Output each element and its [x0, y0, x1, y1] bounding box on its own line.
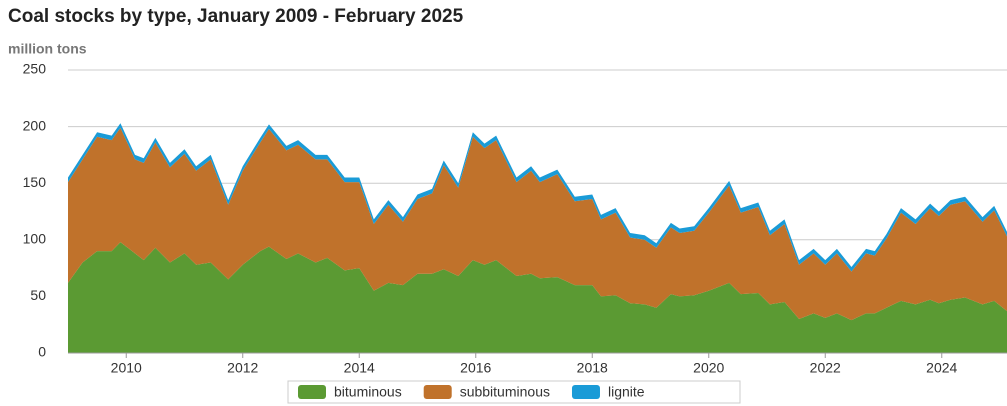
x-tick-label: 2022 [810, 360, 841, 376]
x-tick-label: 2020 [693, 360, 724, 376]
x-tick-label: 2012 [227, 360, 258, 376]
y-tick-label: 0 [38, 344, 46, 360]
y-tick-label: 250 [23, 61, 47, 77]
y-tick-label: 100 [23, 231, 47, 247]
legend-swatch [571, 385, 600, 399]
y-tick-label: 50 [30, 287, 46, 303]
legend-swatch [423, 385, 452, 399]
legend-label: bituminous [334, 384, 402, 400]
x-tick-label: 2024 [926, 360, 957, 376]
x-tick-label: 2014 [344, 360, 375, 376]
chart-title: Coal stocks by type, January 2009 - Febr… [8, 6, 464, 27]
area [68, 242, 1007, 353]
legend-label: subbituminous [460, 384, 550, 400]
y-axis-unit: million tons [8, 41, 87, 57]
y-tick-label: 150 [23, 174, 47, 190]
x-tick-label: 2010 [111, 360, 142, 376]
legend-box [287, 380, 741, 404]
x-tick-label: 2016 [460, 360, 491, 376]
area [68, 127, 1007, 321]
legend-swatch [298, 385, 326, 399]
y-tick-label: 200 [23, 117, 47, 133]
legend-label: lignite [608, 384, 645, 400]
x-tick-label: 2018 [577, 360, 608, 376]
